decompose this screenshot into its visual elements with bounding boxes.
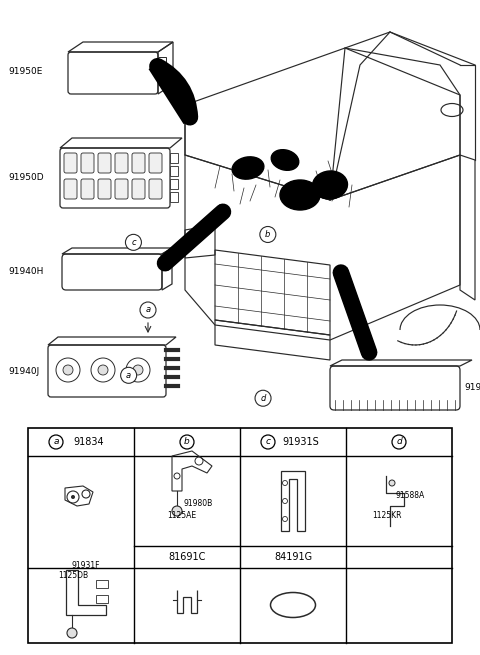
Circle shape	[172, 506, 182, 516]
Ellipse shape	[280, 180, 320, 210]
FancyBboxPatch shape	[132, 153, 145, 173]
Bar	[170, 153, 178, 163]
Circle shape	[255, 390, 271, 406]
Circle shape	[67, 628, 77, 638]
FancyBboxPatch shape	[98, 153, 111, 173]
Text: d: d	[396, 438, 402, 447]
Bar	[170, 166, 178, 176]
Circle shape	[389, 480, 395, 486]
Circle shape	[261, 435, 275, 449]
FancyBboxPatch shape	[149, 153, 162, 173]
Text: b: b	[265, 230, 271, 239]
Circle shape	[260, 227, 276, 242]
Bar	[158, 77, 166, 85]
Text: a: a	[145, 305, 151, 314]
Text: c: c	[265, 438, 271, 447]
Text: c: c	[131, 238, 136, 247]
Text: 91950E: 91950E	[8, 67, 42, 77]
Text: 91950D: 91950D	[8, 174, 44, 183]
FancyBboxPatch shape	[330, 366, 460, 410]
Ellipse shape	[232, 157, 264, 179]
Text: 1125KR: 1125KR	[372, 512, 401, 521]
FancyBboxPatch shape	[115, 153, 128, 173]
Bar	[96, 580, 108, 588]
FancyBboxPatch shape	[60, 148, 170, 208]
FancyBboxPatch shape	[81, 153, 94, 173]
Text: b: b	[184, 438, 190, 447]
Text: 91588A: 91588A	[396, 491, 425, 500]
Circle shape	[140, 302, 156, 318]
FancyBboxPatch shape	[64, 153, 77, 173]
Ellipse shape	[312, 171, 348, 199]
FancyBboxPatch shape	[132, 179, 145, 199]
Text: 81691C: 81691C	[168, 552, 206, 562]
FancyBboxPatch shape	[62, 254, 162, 290]
Circle shape	[125, 234, 142, 250]
Circle shape	[71, 495, 75, 499]
Circle shape	[49, 435, 63, 449]
Bar	[170, 179, 178, 189]
Bar	[170, 192, 178, 202]
Circle shape	[98, 365, 108, 375]
Ellipse shape	[271, 150, 299, 170]
Text: d: d	[260, 394, 266, 403]
FancyBboxPatch shape	[48, 345, 166, 397]
Text: 91940J: 91940J	[8, 367, 39, 375]
FancyBboxPatch shape	[64, 179, 77, 199]
Circle shape	[63, 365, 73, 375]
FancyBboxPatch shape	[98, 179, 111, 199]
Circle shape	[392, 435, 406, 449]
Text: 91940H: 91940H	[8, 267, 43, 276]
FancyBboxPatch shape	[81, 179, 94, 199]
FancyBboxPatch shape	[68, 52, 158, 94]
Text: 91940T: 91940T	[464, 383, 480, 392]
Circle shape	[120, 367, 137, 383]
Bar	[28, 428, 452, 643]
Text: 91931F: 91931F	[71, 561, 99, 569]
Text: 91834: 91834	[74, 437, 104, 447]
Bar	[96, 595, 108, 603]
Circle shape	[180, 435, 194, 449]
Text: a: a	[53, 438, 59, 447]
Bar	[158, 57, 166, 65]
FancyBboxPatch shape	[149, 179, 162, 199]
Text: 84191G: 84191G	[274, 552, 312, 562]
Text: 91980B: 91980B	[184, 498, 213, 508]
Text: 1125DB: 1125DB	[58, 571, 88, 580]
FancyBboxPatch shape	[115, 179, 128, 199]
Text: 1125AE: 1125AE	[167, 512, 196, 521]
Text: 91931S: 91931S	[283, 437, 319, 447]
Circle shape	[133, 365, 143, 375]
Text: a: a	[126, 371, 131, 380]
Bar	[158, 67, 166, 75]
